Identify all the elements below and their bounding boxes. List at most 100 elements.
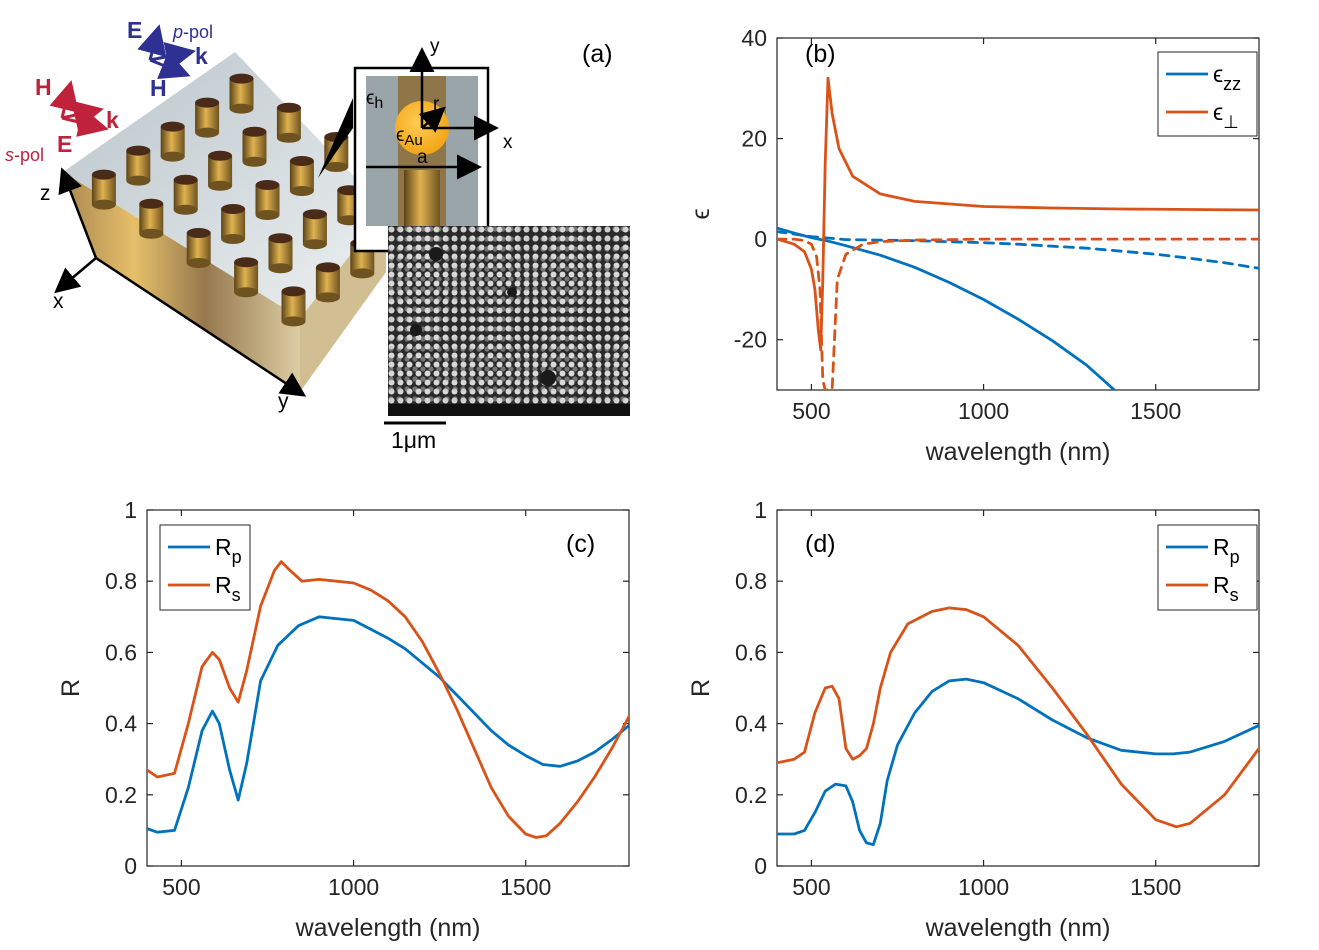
eh-symbol: ϵ — [366, 88, 374, 109]
nanorod — [276, 102, 301, 143]
legend-entry: Rs — [1213, 572, 1239, 605]
ppol-H-label: H — [150, 75, 167, 101]
nanorod — [315, 262, 340, 303]
scale-bar-label: 1μm — [391, 427, 436, 453]
y-tick-label: 20 — [741, 126, 767, 152]
legend-entry: Rs — [215, 572, 241, 605]
inset-x-label: x — [503, 132, 513, 153]
inset-a-label: a — [417, 147, 428, 168]
legend-entry: ϵ⊥ — [1213, 99, 1239, 132]
ppol-E-label: E — [127, 17, 142, 43]
spol-text: s-pol — [5, 145, 44, 165]
y-tick-label: 0 — [124, 853, 137, 879]
inset-eau-label: ϵAu — [396, 125, 423, 149]
nanorod — [268, 233, 293, 274]
s-pol-arrows — [49, 80, 109, 137]
nanorod — [160, 121, 185, 162]
y-tick-label: 0.6 — [105, 639, 137, 665]
legend: ϵzz ϵ⊥ — [1157, 51, 1258, 137]
series-group — [777, 606, 1259, 846]
y-tick-label: 0 — [754, 853, 767, 879]
nanorod — [221, 204, 246, 244]
panel-label: (c) — [566, 530, 595, 558]
nanorod — [195, 97, 220, 138]
nanorod — [186, 228, 211, 268]
nanorod — [173, 174, 198, 215]
y-tick-label: 0.8 — [735, 568, 767, 594]
ppol-suffix: -pol — [183, 22, 213, 42]
nanorod — [242, 126, 267, 167]
series-line — [777, 606, 1259, 829]
ppol-k-label: k — [195, 43, 208, 69]
legend-box — [159, 524, 251, 611]
series-line — [777, 230, 1259, 270]
metamaterial-block-left-face — [63, 172, 300, 392]
y-axis-label: R — [687, 679, 715, 697]
series-group — [147, 560, 629, 839]
x-tick-label: 500 — [792, 874, 830, 900]
y-tick-label: 1 — [754, 497, 767, 523]
nanorod — [289, 156, 314, 196]
panel-a-label: (a) — [582, 40, 613, 68]
x-axis-label: wavelength (nm) — [925, 438, 1111, 466]
spol-E-label: E — [57, 131, 72, 157]
nanorod — [208, 150, 233, 191]
nanorod — [139, 198, 164, 239]
x-tick-label: 500 — [792, 398, 830, 424]
series-line — [147, 560, 629, 839]
legend-box — [1157, 524, 1258, 611]
sem-image — [388, 226, 630, 416]
x-tick-label: 1000 — [328, 874, 379, 900]
panel-label: (b) — [805, 40, 836, 68]
inset-r-label: r — [433, 94, 440, 115]
nanorod — [234, 257, 259, 298]
axis-y-label: y — [278, 390, 289, 413]
legend: Rp Rs — [159, 524, 251, 611]
x-tick-label: 1500 — [1130, 398, 1181, 424]
y-tick-label: 1 — [124, 497, 137, 523]
series-line — [777, 237, 1259, 390]
y-tick-label: 40 — [741, 25, 767, 51]
panel-b-permittivity-chart: 500 1000 1500 -20 0 20 40 wavelength (nm) ϵ (b) ϵz… — [687, 25, 1260, 466]
legend-entry: ϵzz — [1213, 61, 1241, 94]
panel-d-reflectance-simulated: 500 1000 1500 0 0.2 0.4 0.6 0.8 1 wavelength (nm)… — [687, 497, 1260, 942]
y-tick-label: 0.2 — [735, 782, 767, 808]
y-tick-label: 0 — [754, 226, 767, 252]
spol-suffix: -pol — [14, 145, 44, 165]
x-tick-label: 1500 — [500, 874, 551, 900]
panel-label: (d) — [805, 530, 836, 558]
nanorod — [126, 145, 151, 186]
spol-H-label: H — [35, 74, 52, 100]
axis-z-label: z — [40, 182, 51, 205]
y-tick-label: 0.4 — [735, 711, 767, 737]
y-tick-label: 0.2 — [105, 782, 137, 808]
x-tick-label: 500 — [162, 874, 200, 900]
x-tick-label: 1500 — [1130, 874, 1181, 900]
nanorod — [255, 180, 280, 220]
series-line — [147, 615, 629, 834]
eau-subscript: Au — [404, 132, 422, 149]
coordinate-axes — [54, 167, 307, 397]
legend-box — [1157, 51, 1258, 137]
panel-a-schematic: E k H p-pol H k E s-pol z x y — [5, 17, 630, 453]
x-axis-label: wavelength (nm) — [295, 914, 481, 942]
nanorod — [281, 286, 306, 327]
x-tick-label: 1000 — [958, 874, 1009, 900]
axis-x-label: x — [53, 290, 64, 313]
inset-y-label: y — [430, 36, 440, 57]
p-pol-arrows — [137, 24, 196, 80]
spol-k-label: k — [106, 107, 119, 133]
legend-entry: Rp — [215, 534, 242, 567]
nanorod — [302, 209, 327, 250]
series-line — [777, 76, 1259, 352]
ppol-prefix: p — [172, 22, 183, 42]
nanorod — [229, 73, 254, 114]
y-tick-label: 0.4 — [105, 711, 137, 737]
y-tick-label: -20 — [734, 327, 767, 353]
y-tick-label: 0.8 — [105, 568, 137, 594]
eau-symbol: ϵ — [396, 125, 404, 146]
unit-cell-inset — [353, 47, 499, 253]
ppol-text: p-pol — [172, 22, 213, 42]
legend-entry: Rp — [1213, 534, 1240, 567]
